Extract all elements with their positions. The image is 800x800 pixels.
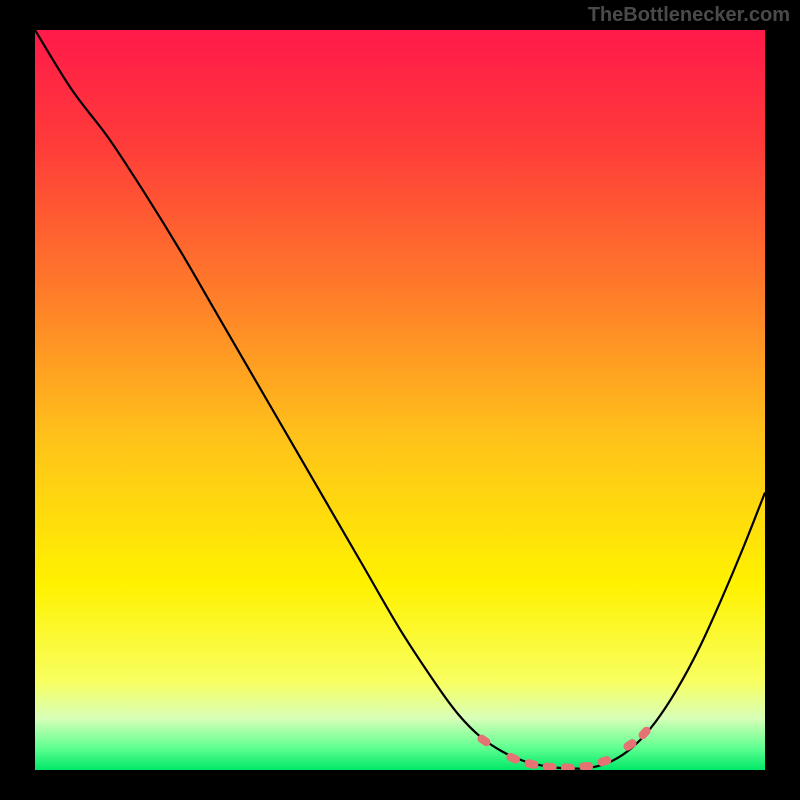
watermark-text: TheBottlenecker.com — [588, 4, 790, 27]
data-point — [542, 762, 557, 770]
curve-layer — [35, 30, 765, 770]
plot-area — [35, 30, 765, 770]
chart-container: TheBottlenecker.com — [0, 0, 800, 800]
data-point — [524, 758, 540, 769]
data-point — [579, 762, 593, 770]
data-point — [561, 763, 576, 770]
performance-curve — [35, 30, 765, 769]
